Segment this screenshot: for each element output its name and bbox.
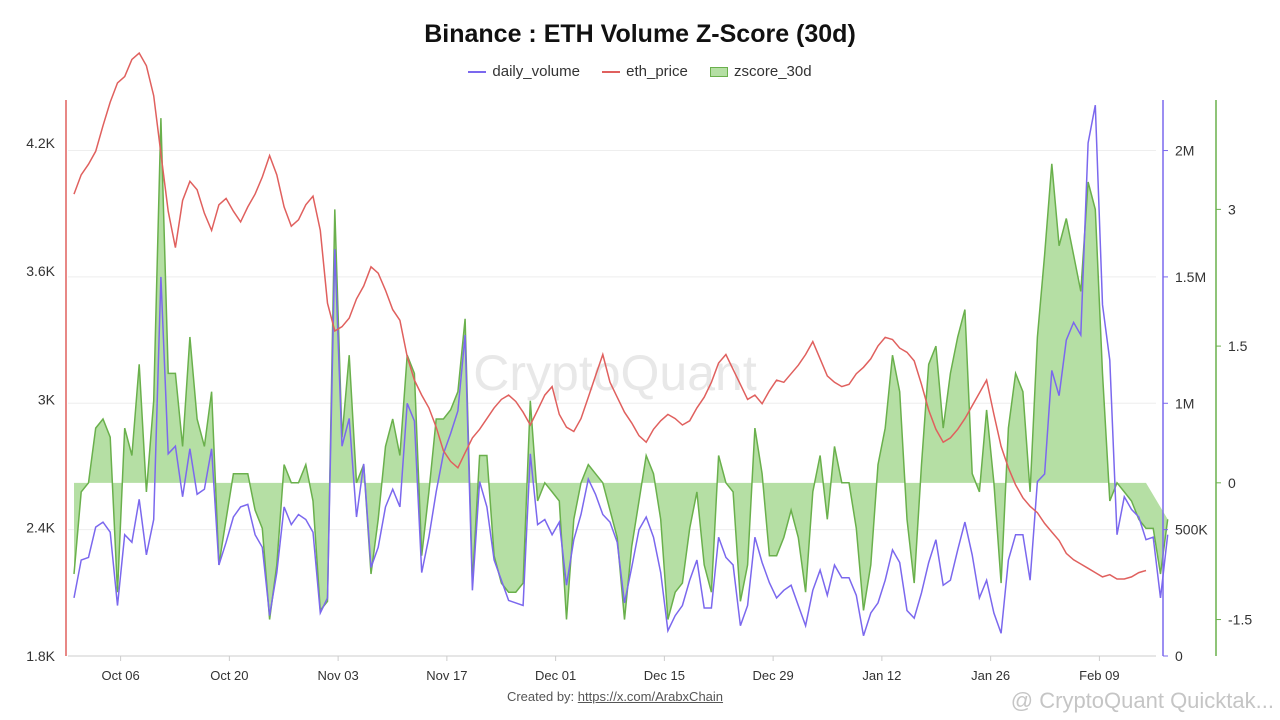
y-left-tick-label: 3.6K <box>26 263 55 279</box>
y-volume-tick-label: 1M <box>1175 395 1194 411</box>
legend-item-daily-volume[interactable]: daily_volume <box>468 63 580 80</box>
y-left-tick-label: 1.8K <box>26 648 55 664</box>
corner-watermark: @ CryptoQuant Quicktak... <box>1010 688 1274 713</box>
y-left-tick-label: 2.4K <box>26 520 55 536</box>
x-tick-label: Dec 15 <box>644 668 685 683</box>
x-tick-label: Oct 20 <box>210 668 248 683</box>
footer-label: Created by: <box>506 689 578 704</box>
legend-label: daily_volume <box>492 62 580 80</box>
y-zscore-tick-label: -1.5 <box>1228 612 1252 628</box>
legend-swatch-line <box>602 70 621 73</box>
y-volume-tick-label: 500K <box>1175 522 1208 538</box>
y-volume-tick-label: 2M <box>1175 143 1194 159</box>
legend-swatch-area <box>710 66 729 77</box>
y-zscore-tick-label: 3 <box>1228 201 1236 217</box>
y-zscore-tick-label: 0 <box>1228 475 1236 491</box>
chart-legend: daily_volume eth_price zscore_30d <box>0 62 1280 80</box>
legend-label: eth_price <box>626 62 688 80</box>
x-tick-label: Oct 06 <box>101 668 139 683</box>
legend-item-zscore[interactable]: zscore_30d <box>710 63 812 80</box>
x-tick-label: Dec 01 <box>535 668 576 683</box>
footer-link[interactable]: https://x.com/ArabxChain <box>577 689 724 704</box>
y-zscore-tick-label: 1.5 <box>1228 338 1248 354</box>
x-tick-label: Nov 17 <box>426 668 467 683</box>
x-tick-label: Jan 12 <box>862 668 901 683</box>
zscore-area <box>74 118 1168 620</box>
chart-title: Binance : ETH Volume Z-Score (30d) <box>424 20 856 48</box>
y-volume-tick-label: 0 <box>1175 648 1183 664</box>
x-tick-label: Nov 03 <box>318 668 359 683</box>
eth-price-line <box>73 51 1147 580</box>
x-tick-label: Jan 26 <box>971 668 1010 683</box>
legend-swatch-line <box>468 70 487 73</box>
y-left-tick-label: 3K <box>38 391 56 407</box>
legend-label: zscore_30d <box>734 62 812 80</box>
y-volume-tick-label: 1.5M <box>1175 269 1206 285</box>
legend-item-eth-price[interactable]: eth_price <box>602 63 688 80</box>
footer: Created by: https://x.com/ArabxChain <box>0 689 1230 704</box>
y-left-tick-label: 4.2K <box>26 135 55 151</box>
daily-volume-line <box>73 104 1169 637</box>
x-tick-label: Feb 09 <box>1079 668 1119 683</box>
x-tick-label: Dec 29 <box>753 668 794 683</box>
